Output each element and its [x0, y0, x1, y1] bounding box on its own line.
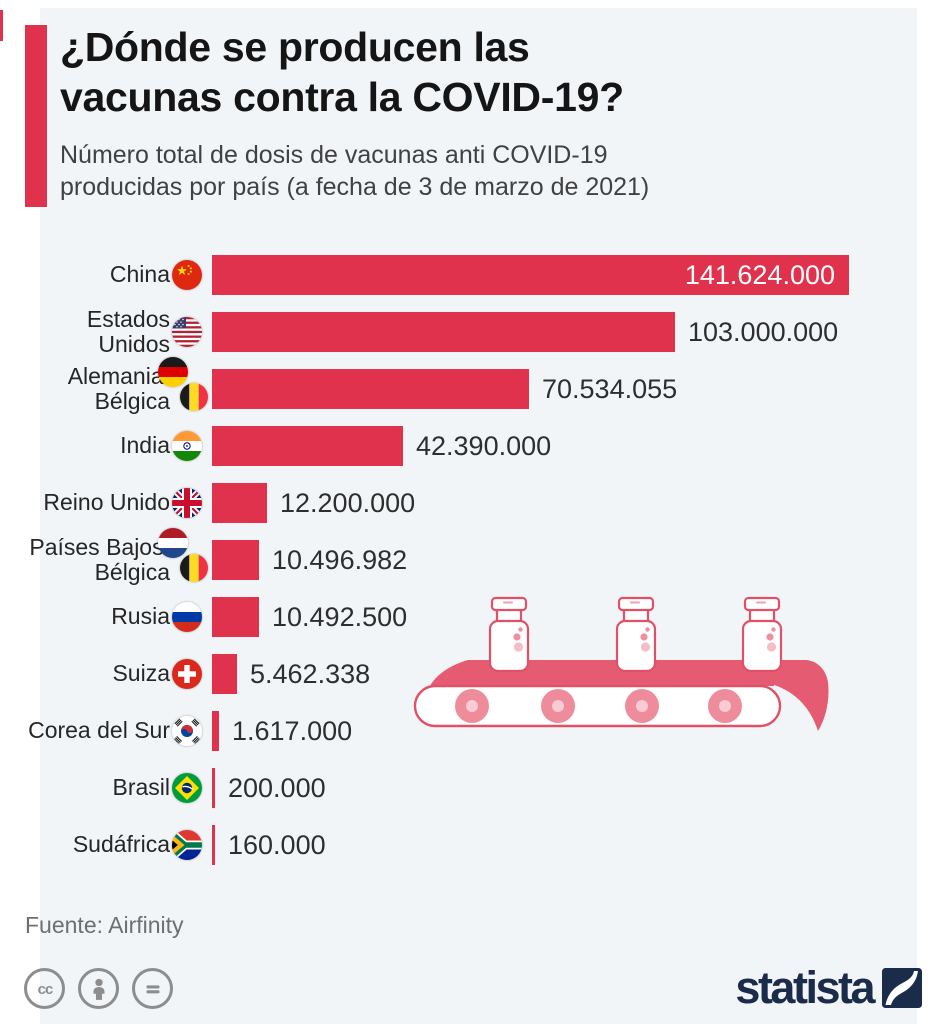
south-korea-flag-icon	[172, 716, 202, 746]
bar-switzerland	[212, 654, 237, 694]
bar-china: 141.624.000	[212, 255, 849, 295]
bar-row: Sudáfrica 160.000	[20, 825, 860, 865]
value-label: 160.000	[228, 829, 326, 860]
value-label: 103.000.000	[688, 316, 839, 347]
country-label: Estados Unidos	[86, 305, 170, 357]
value-label: 5.462.338	[250, 658, 371, 689]
country-label: India	[120, 432, 170, 459]
value-label: 141.624.000	[684, 259, 835, 290]
value-label: 1.617.000	[232, 715, 353, 746]
bar-row: China 141.624.000	[20, 255, 860, 295]
germany-flag-icon	[158, 357, 188, 387]
attribution-icon[interactable]	[78, 968, 119, 1009]
bar-brazil	[212, 768, 215, 808]
bar-germany-belgium	[212, 369, 529, 409]
vaccine-vial-icon	[488, 596, 530, 673]
country-label: China	[109, 261, 170, 288]
value-label: 70.534.055	[542, 373, 678, 404]
value-label: 200.000	[228, 772, 326, 803]
bar-south-africa	[212, 825, 215, 865]
bar-row: Estados Unidos 103.000.000	[20, 305, 860, 357]
title-line-2: vacunas contra la COVID-19?	[60, 74, 624, 121]
statista-logo[interactable]: statista	[735, 962, 922, 1014]
bar-row: Alemania/ Bélgica 70.534.055	[20, 357, 860, 414]
india-flag-icon	[172, 431, 202, 461]
no-derivatives-icon[interactable]	[132, 968, 173, 1009]
cc-license-icon[interactable]: cc	[24, 968, 65, 1009]
bar-row: India 42.390.000	[20, 426, 860, 466]
brazil-flag-icon	[172, 773, 202, 803]
south-africa-flag-icon	[172, 830, 202, 860]
conveyor-rollers	[455, 689, 742, 723]
subtitle-line-2: producidas por país (a fecha de 3 de mar…	[60, 172, 650, 201]
bar-uk	[212, 483, 267, 523]
title-accent-bar	[25, 25, 47, 207]
bar-india	[212, 426, 403, 466]
belgium-flag-icon	[180, 383, 208, 411]
title-line-1: ¿Dónde se producen las	[60, 24, 530, 70]
bar-netherlands-belgium	[212, 540, 259, 580]
china-flag-icon	[172, 260, 202, 290]
svg-text:cc: cc	[37, 981, 52, 998]
russia-flag-icon	[172, 602, 202, 632]
bar-row: Brasil 200.000	[20, 768, 860, 808]
license-icons: cc	[24, 968, 173, 1009]
vaccine-conveyor-illustration	[413, 596, 829, 731]
bar-russia	[212, 597, 259, 637]
bar-row: Rusia 10.492.500	[20, 597, 860, 637]
country-label: Suiza	[112, 660, 170, 687]
statista-wordmark: statista	[735, 962, 875, 1013]
value-label: 12.200.000	[280, 487, 416, 518]
statista-logo-mark	[882, 968, 922, 1008]
uk-flag-icon	[172, 488, 202, 518]
bar-chart: China 141.624.000 Estados Unidos	[20, 255, 860, 882]
bar-row: Países Bajos/ Bélgica 10.496.982	[20, 528, 860, 585]
source-note: Fuente: Airfinity	[25, 912, 184, 938]
country-label: Rusia	[111, 603, 170, 630]
switzerland-flag-icon	[172, 659, 202, 689]
bar-row: Suiza 5.462.338	[20, 654, 860, 694]
screen-edge-artifact	[0, 10, 3, 41]
vaccine-vial-icon	[741, 596, 783, 673]
country-label: Alemania/ Bélgica	[67, 362, 170, 414]
netherlands-flag-icon	[158, 528, 188, 558]
country-label: Brasil	[112, 774, 170, 801]
country-label: Reino Unido	[43, 489, 170, 516]
country-label: Países Bajos/ Bélgica	[29, 533, 170, 585]
country-label: Sudáfrica	[72, 831, 170, 858]
country-label: Corea del Sur	[28, 717, 170, 744]
usa-flag-icon	[172, 317, 202, 347]
value-label: 10.496.982	[272, 544, 408, 575]
bar-row: Reino Unido 12.200.000	[20, 483, 860, 523]
subtitle-line-1: Número total de dosis de vacunas anti CO…	[60, 141, 608, 169]
belgium-flag-icon	[180, 554, 208, 582]
page-subtitle: Número total de dosis de vacunas anti CO…	[60, 140, 820, 204]
bar-row: Corea del Sur 1.617.000	[20, 711, 860, 751]
bar-south-korea	[212, 711, 219, 751]
page-title: ¿Dónde se producen las vacunas contra la…	[60, 22, 800, 123]
value-label: 10.492.500	[272, 601, 408, 632]
value-label: 42.390.000	[416, 430, 552, 461]
bar-usa	[212, 312, 675, 352]
vaccine-vial-icon	[615, 596, 657, 673]
